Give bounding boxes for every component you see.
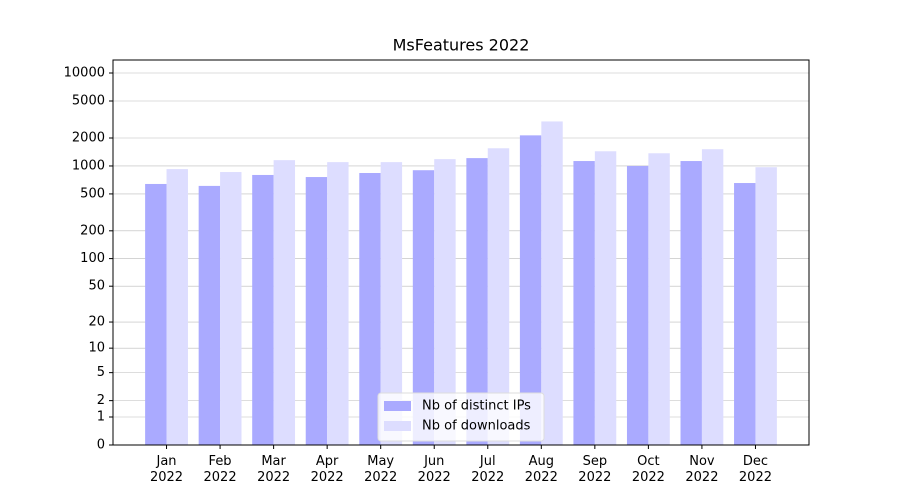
y-tick-label: 10000	[64, 66, 105, 81]
bar	[327, 162, 349, 445]
y-tick-label: 200	[80, 223, 105, 238]
x-tick-label: Sep 2022	[578, 454, 611, 485]
legend-box	[377, 392, 545, 442]
x-tick-label: Mar 2022	[257, 454, 290, 485]
x-tick-label: Aug 2022	[525, 454, 558, 485]
bar	[145, 183, 167, 445]
bar	[755, 167, 777, 446]
bar	[220, 172, 242, 446]
y-tick-label: 20	[88, 315, 105, 330]
y-tick-label: 1000	[72, 158, 105, 173]
bar	[626, 165, 649, 446]
y-tick-label: 10	[88, 341, 105, 356]
bar	[519, 135, 542, 445]
bar	[594, 151, 617, 445]
y-tick-label: 1	[97, 410, 105, 425]
x-tick-label: Jan 2022	[150, 454, 183, 485]
y-tick-label: 50	[88, 279, 105, 294]
bar	[166, 169, 188, 445]
y-tick-label: 2	[97, 393, 105, 408]
bar	[541, 121, 563, 446]
x-tick-label: Feb 2022	[204, 454, 237, 485]
bar	[434, 159, 456, 445]
bar	[648, 153, 670, 445]
legend-swatch	[384, 421, 411, 431]
bar	[198, 185, 221, 445]
x-tick-label: Oct 2022	[632, 454, 665, 485]
bar	[305, 177, 328, 445]
x-tick-label: Jun 2022	[418, 454, 451, 485]
chart-title: MsFeatures 2022	[393, 36, 530, 55]
x-tick-label: May 2022	[364, 454, 397, 485]
bar	[380, 162, 403, 445]
bar	[252, 174, 274, 445]
axes-frame	[112, 59, 810, 446]
bar	[487, 148, 510, 445]
y-tick-label: 0	[97, 438, 105, 453]
y-tick-label: 5	[97, 365, 105, 380]
x-tick-label: Nov 2022	[685, 454, 718, 485]
y-tick-label: 100	[80, 251, 105, 266]
bar	[273, 160, 296, 445]
x-tick-label: Apr 2022	[311, 454, 344, 485]
legend-label: Nb of distinct IPs	[422, 399, 531, 414]
x-tick-label: Jul 2022	[471, 454, 504, 485]
y-tick-label: 500	[80, 186, 105, 201]
y-tick-label: 2000	[72, 130, 105, 145]
bar	[466, 158, 488, 446]
legend-label: Nb of downloads	[422, 419, 531, 434]
bar	[701, 149, 724, 445]
bar	[680, 161, 702, 445]
bar	[359, 173, 381, 445]
bar	[734, 183, 756, 445]
y-tick-label: 5000	[72, 93, 105, 108]
legend-swatch	[384, 401, 411, 411]
bar	[412, 170, 435, 445]
bar	[573, 161, 595, 445]
x-tick-label: Dec 2022	[739, 454, 772, 485]
